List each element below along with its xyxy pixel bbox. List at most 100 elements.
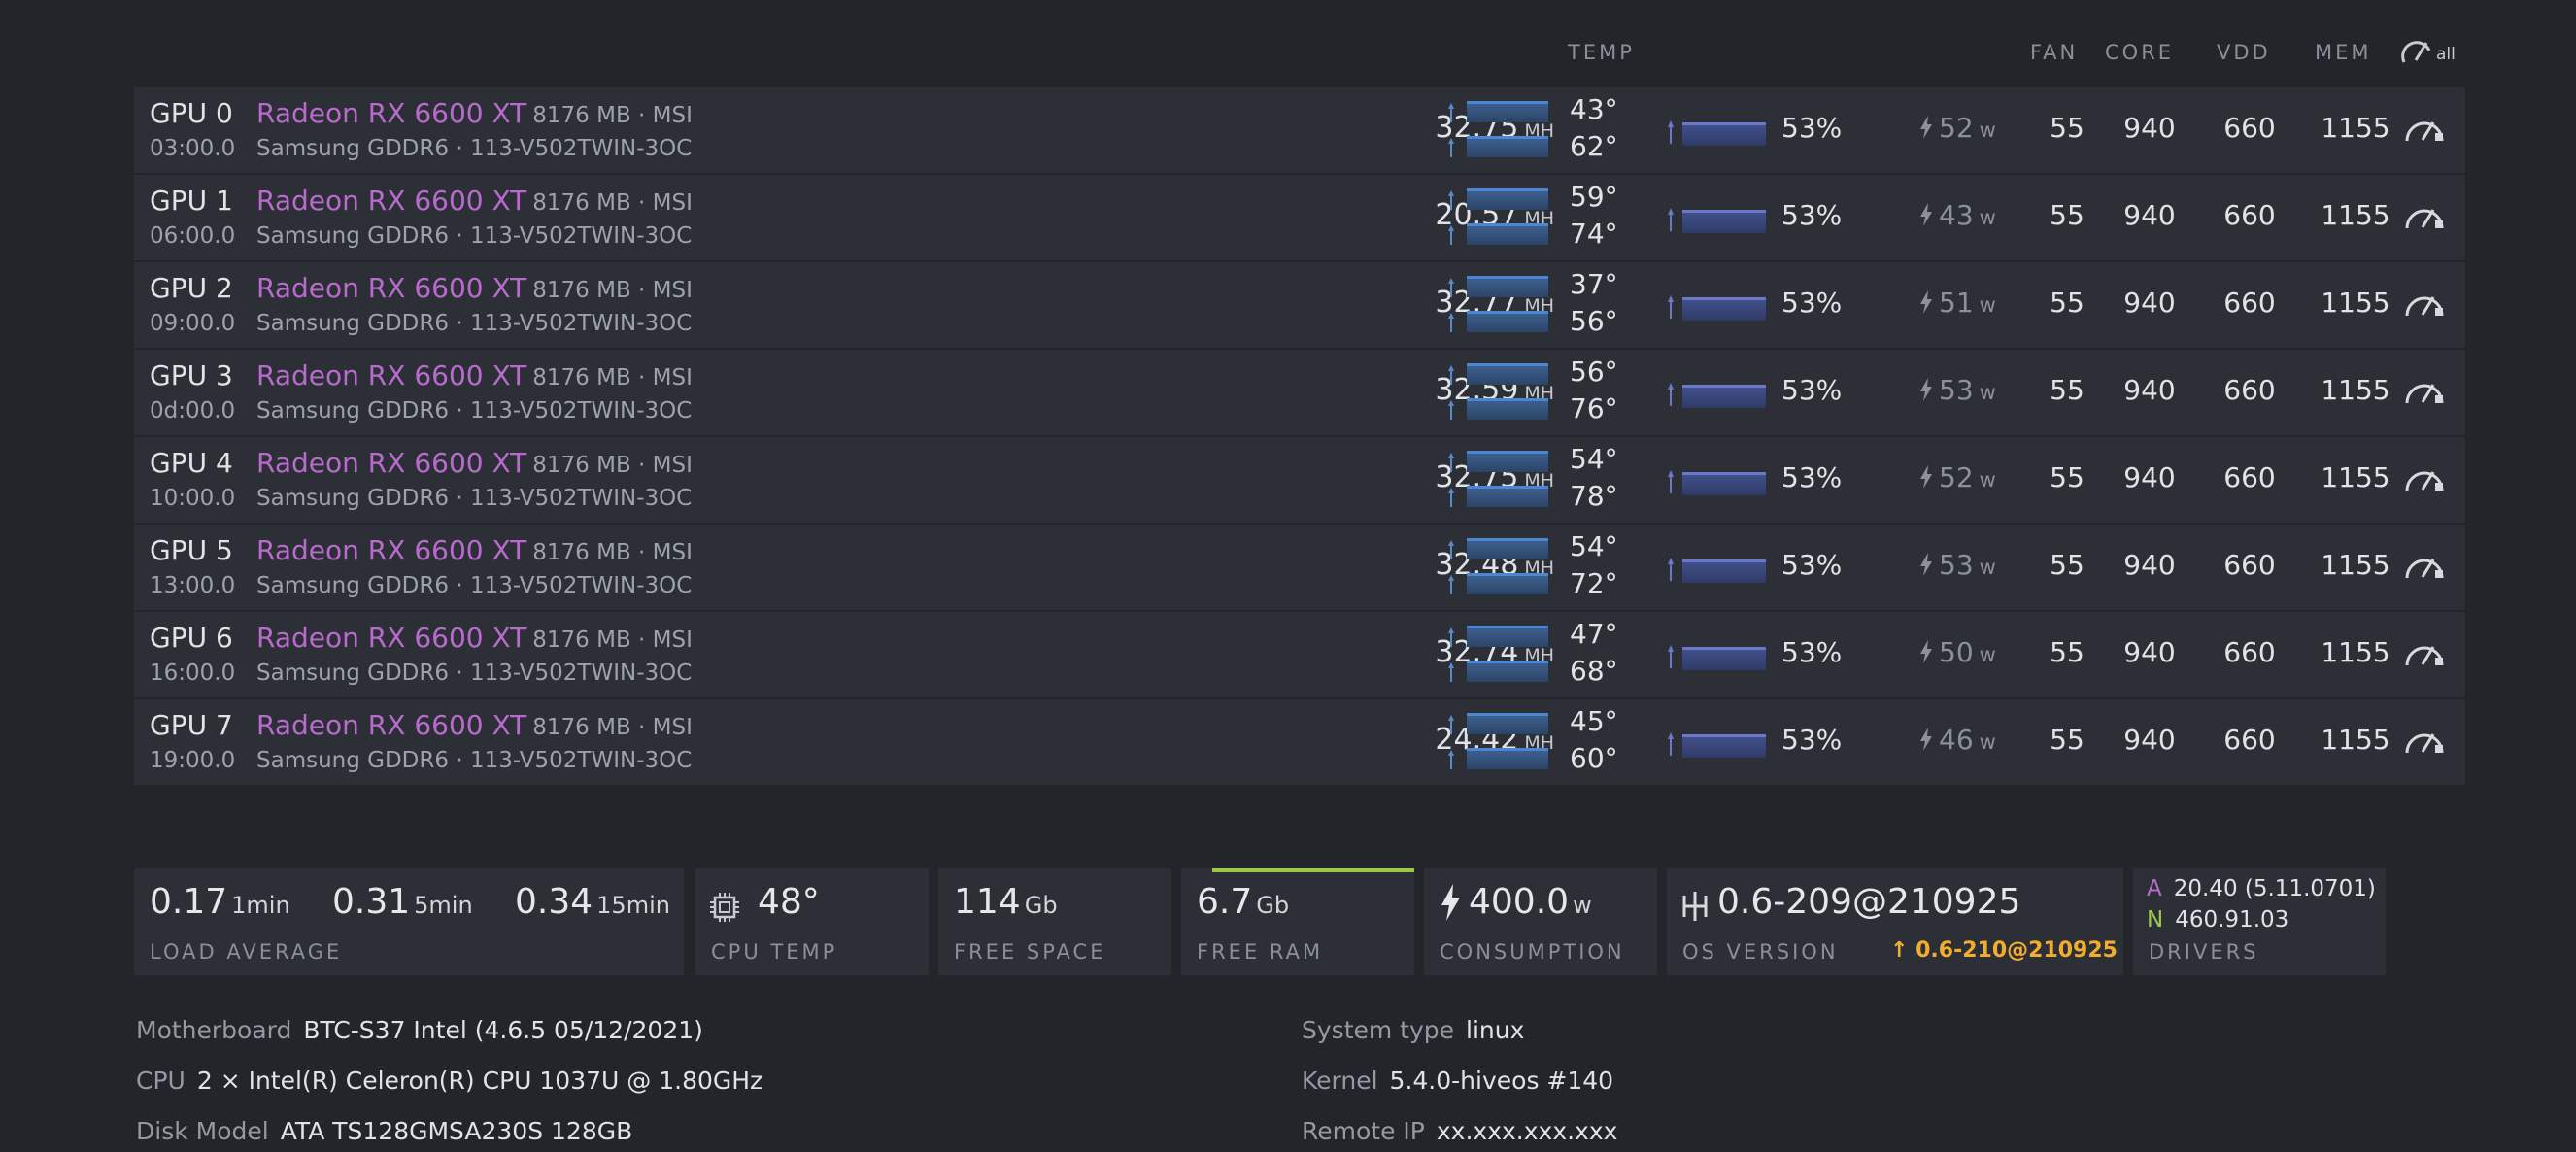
gpu-power-unit: w [1979,556,1996,579]
gpu-row[interactable]: GPU 0 03:00.0 Radeon RX 6600 XT 8176 MB ·… [134,87,2465,173]
arrow-up-icon [1448,750,1454,769]
mem-temp-sparkline [1447,223,1548,247]
arrow-up-icon [1448,225,1454,245]
arrow-up-icon [1448,138,1454,157]
arrow-up-icon [1668,383,1674,406]
header-fan: FAN [2030,41,2079,64]
arrow-up-icon [1448,575,1454,594]
cpu-chip-icon [710,893,739,922]
gpu-row[interactable]: GPU 4 10:00.0 Radeon RX 6600 XT 8176 MB ·… [134,437,2465,523]
speedometer-icon [2401,41,2431,63]
arrow-up-icon [1448,662,1454,682]
gpu-power-value: 53 [1939,374,1974,406]
gpu-vdd: 660 [2223,112,2276,144]
gpu-row[interactable]: GPU 5 13:00.0 Radeon RX 6600 XT 8176 MB ·… [134,525,2465,610]
gpu-bus-id: 19:00.0 [150,748,236,773]
gpu-model[interactable]: Radeon RX 6600 XT 8176 MB · MSI [256,709,693,741]
speedometer-icon[interactable] [2403,288,2446,320]
load-5min: 0.31 5min [332,882,473,922]
gpu-row[interactable]: GPU 2 09:00.0 Radeon RX 6600 XT 8176 MB ·… [134,262,2465,348]
gpu-model[interactable]: Radeon RX 6600 XT 8176 MB · MSI [256,359,693,391]
gpu-power: 46 w [1919,724,1996,756]
system-type-info: System type linux [1302,1016,1525,1044]
gpu-core-clock: 940 [2123,374,2176,406]
drivers-card: A 20.40 (5.11.0701) N 460.91.03 DRIVERS [2133,868,2386,975]
mem-temp-sparkline [1447,136,1548,159]
gpu-memory-detail: Samsung GDDR6 · 113-V502TWIN-3OC [256,486,693,511]
gpu-row[interactable]: GPU 3 0d:00.0 Radeon RX 6600 XT 8176 MB ·… [134,350,2465,435]
speedometer-icon[interactable] [2403,376,2446,407]
os-update-link[interactable]: ↑ 0.6-210@210925 [1890,938,2118,963]
load-average-label: LOAD AVERAGE [150,940,343,964]
header-mem: MEM [2315,41,2372,64]
gpu-id: GPU 2 [150,272,233,304]
gpu-mem-clock: 1155 [2321,374,2390,406]
gpu-mem-clock: 1155 [2321,636,2390,668]
gpu-vdd: 660 [2223,199,2276,231]
fan-sparkline [1667,117,1774,146]
gpu-power-unit: w [1979,643,1996,666]
gpu-model[interactable]: Radeon RX 6600 XT 8176 MB · MSI [256,97,693,129]
free-space-label: FREE SPACE [954,940,1106,964]
os-version-value: 0.6-209@210925 [1717,882,2021,922]
arrow-up-icon [1448,103,1454,122]
gpu-core-temp: 43° [1570,93,1618,125]
gpu-fan-setting: 55 [2050,636,2085,668]
speedometer-icon[interactable] [2403,551,2446,582]
gpu-model-name: Radeon RX 6600 XT [256,622,527,654]
speedometer-icon[interactable] [2403,114,2446,145]
arrow-up-icon [1448,313,1454,332]
consumption-card: 400.0 w CONSUMPTION [1424,868,1657,975]
os-version-label: OS VERSION [1682,940,1839,964]
gpu-model[interactable]: Radeon RX 6600 XT 8176 MB · MSI [256,272,693,304]
gpu-bus-id: 13:00.0 [150,573,236,598]
gpu-mem-clock: 1155 [2321,199,2390,231]
driver-nvidia: N 460.91.03 [2147,907,2289,932]
core-temp-sparkline [1447,713,1548,736]
gpu-id: GPU 3 [150,359,233,391]
core-temp-sparkline [1447,626,1548,649]
gpu-memory-info: 8176 MB · MSI [532,715,693,740]
load-15min: 0.34 15min [515,882,670,922]
fan-sparkline [1667,728,1774,758]
lightning-icon [1920,203,1932,226]
speedometer-icon[interactable] [2403,201,2446,232]
gpu-memory-detail: Samsung GDDR6 · 113-V502TWIN-3OC [256,573,693,598]
gpu-model[interactable]: Radeon RX 6600 XT 8176 MB · MSI [256,622,693,654]
gpu-row[interactable]: GPU 6 16:00.0 Radeon RX 6600 XT 8176 MB ·… [134,612,2465,697]
gpu-memory-info: 8176 MB · MSI [532,278,693,303]
gpu-row[interactable]: GPU 7 19:00.0 Radeon RX 6600 XT 8176 MB ·… [134,699,2465,785]
gpu-id: GPU 0 [150,97,233,129]
gpu-memory-detail: Samsung GDDR6 · 113-V502TWIN-3OC [256,398,693,424]
gpu-mem-temp: 56° [1570,305,1618,337]
gpu-mem-temp: 76° [1570,392,1618,424]
gpu-power-value: 52 [1939,461,1974,493]
core-temp-sparkline [1447,363,1548,387]
gpu-model[interactable]: Radeon RX 6600 XT 8176 MB · MSI [256,534,693,566]
core-temp-sparkline [1447,451,1548,474]
gpu-model[interactable]: Radeon RX 6600 XT 8176 MB · MSI [256,447,693,479]
gpu-power-value: 52 [1939,112,1974,144]
gpu-memory-info: 8176 MB · MSI [532,103,693,128]
gpu-mem-clock: 1155 [2321,112,2390,144]
cpu-temp-value: 48° [758,882,820,922]
gpu-power-unit: w [1979,206,1996,229]
gpu-row[interactable]: GPU 1 06:00.0 Radeon RX 6600 XT 8176 MB ·… [134,175,2465,260]
speedometer-icon[interactable] [2403,463,2446,494]
gpu-id: GPU 5 [150,534,233,566]
gpu-model[interactable]: Radeon RX 6600 XT 8176 MB · MSI [256,185,693,217]
mem-temp-sparkline [1447,486,1548,509]
speedometer-icon[interactable] [2403,638,2446,669]
speedometer-icon[interactable] [2403,726,2446,757]
gpu-core-temp: 56° [1570,356,1618,388]
arrow-up-icon [1448,488,1454,507]
gpu-memory-info: 8176 MB · MSI [532,365,693,390]
gpu-id: GPU 4 [150,447,233,479]
gpu-memory-info: 8176 MB · MSI [532,627,693,653]
arrow-up-icon [1668,120,1674,144]
mem-temp-sparkline [1447,573,1548,596]
gpu-bus-id: 03:00.0 [150,136,236,161]
gpu-core-temp: 54° [1570,443,1618,475]
gpu-mem-temp: 78° [1570,480,1618,512]
tune-all-button[interactable]: all [2401,37,2456,70]
